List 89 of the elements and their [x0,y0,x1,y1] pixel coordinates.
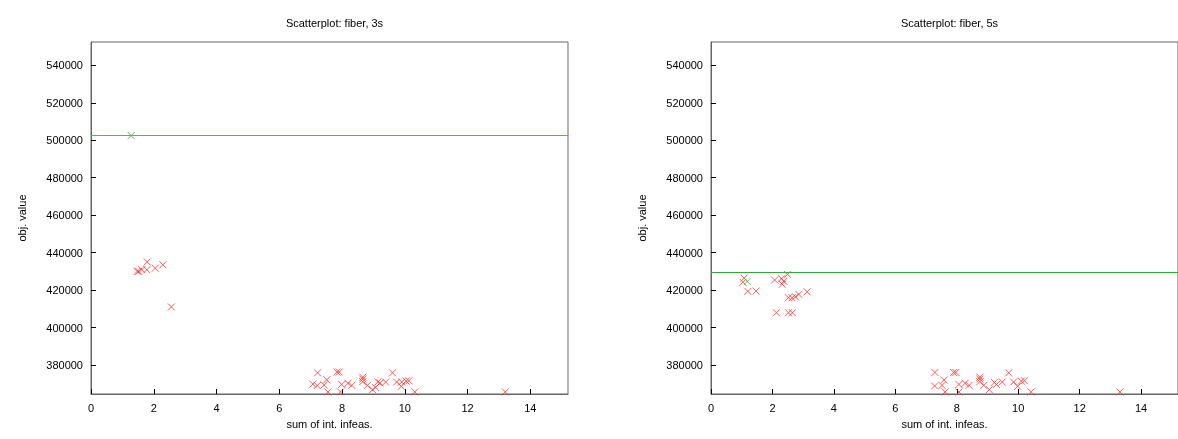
y-axis-title: obj. value [15,194,28,242]
point [788,293,797,302]
point [965,381,974,390]
x-tick-label: 12 [1073,401,1086,414]
point [788,308,797,317]
point [784,293,793,302]
y-tick-label: 460000 [46,209,83,222]
x-tick-label: 2 [769,401,776,414]
point [323,387,332,396]
x-tick-label: 10 [398,401,411,414]
point [1115,387,1124,396]
point [1009,378,1018,387]
x-tick-label: 12 [461,401,474,414]
point [930,381,939,390]
x-tick-label: 8 [953,401,960,414]
x-tick-label: 6 [276,401,283,414]
y-tick-label: 420000 [46,284,83,297]
point [803,287,812,296]
point [392,378,401,387]
point [167,302,176,311]
point [979,381,988,390]
x-tick-label: 2 [150,401,157,414]
y-tick-label: 380000 [46,358,83,371]
y-tick-label: 460000 [666,209,703,222]
y-tick-label: 480000 [46,171,83,184]
point [743,287,752,296]
point [1017,377,1026,386]
point [784,308,793,317]
y-tick-label: 500000 [666,134,703,147]
point [151,264,160,273]
chart-title: Scatterplot: fiber, 3s [285,16,384,29]
x-tick-label: 4 [830,401,837,414]
y-tick-label: 520000 [46,96,83,109]
chart-title: Scatterplot: fiber, 5s [900,16,999,29]
point [381,378,390,387]
point [313,368,322,377]
point [941,387,950,396]
point [313,381,322,390]
point [783,270,792,279]
point [930,368,939,377]
y-tick-label: 420000 [666,284,703,297]
point [127,131,136,140]
y-tick-label: 400000 [46,321,83,334]
point [322,375,331,384]
x-tick-label: 14 [1135,401,1148,414]
x-tick-label: 0 [707,401,715,414]
point [1013,382,1022,391]
point [961,379,970,388]
point [320,381,329,390]
y-tick-label: 400000 [666,321,703,334]
point [1027,387,1036,396]
x-tick-label: 6 [892,401,899,414]
point [344,379,353,388]
x-tick-label: 14 [524,401,537,414]
y-tick-label: 440000 [666,246,703,259]
point [158,260,167,269]
point [1020,376,1029,385]
x-axis-title: sum of int. infeas. [901,417,988,430]
x-axis-title: sum of int. infeas. [286,417,373,430]
point [308,380,317,389]
y-tick-label: 500000 [46,134,83,147]
point [347,381,356,390]
y-tick-label: 520000 [666,96,703,109]
y-tick-label: 540000 [666,59,703,72]
point [410,387,419,396]
y-tick-label: 480000 [666,171,703,184]
point [998,378,1007,387]
x-tick-label: 10 [1012,401,1025,414]
point [985,385,994,394]
x-tick-label: 0 [87,401,95,414]
point [752,287,761,296]
y-tick-label: 380000 [666,358,703,371]
point [388,368,397,377]
x-tick-label: 4 [213,401,220,414]
point [779,277,788,286]
point [770,275,779,284]
point [363,381,372,390]
y-tick-label: 540000 [46,59,83,72]
point [397,382,406,391]
point [794,290,803,299]
x-tick-label: 8 [338,401,346,414]
point [772,308,781,317]
point [501,387,510,396]
y-tick-label: 440000 [46,246,83,259]
y-axis-title: obj. value [635,194,648,242]
point [738,278,747,287]
point [137,265,146,274]
point [397,378,406,387]
point [1004,368,1013,377]
